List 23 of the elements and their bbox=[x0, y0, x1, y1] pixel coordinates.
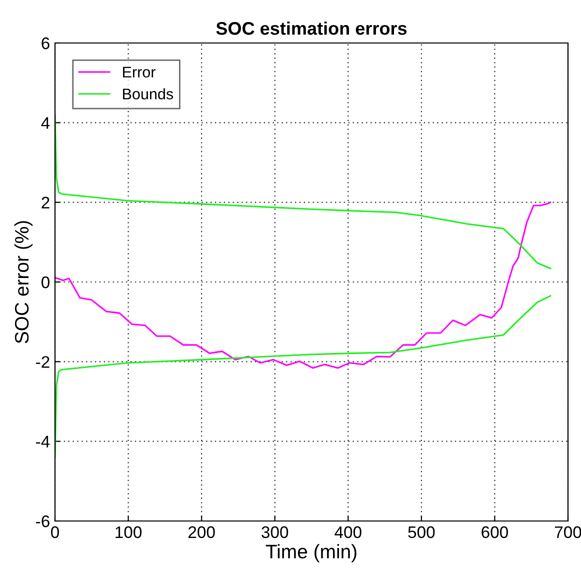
y-tick-label: 0 bbox=[42, 276, 50, 288]
y-tick-label: 6 bbox=[42, 37, 50, 50]
y-axis-title: SOC error (%) bbox=[14, 221, 33, 344]
legend-label: Bounds bbox=[123, 88, 174, 100]
x-tick-label: 400 bbox=[334, 526, 362, 538]
legend-label: Error bbox=[123, 66, 156, 78]
x-tick-label: 200 bbox=[188, 526, 215, 538]
y-tick-label: -4 bbox=[36, 436, 50, 448]
x-tick-label: 300 bbox=[262, 526, 288, 538]
line-series bbox=[55, 202, 552, 369]
x-tick-label: 600 bbox=[482, 526, 508, 538]
x-tick-label: 500 bbox=[408, 526, 435, 538]
x-tick-label: 700 bbox=[554, 526, 581, 538]
y-tick-label: 4 bbox=[41, 117, 50, 129]
x-tick-label: 0 bbox=[51, 526, 59, 538]
line-series bbox=[55, 295, 552, 458]
x-axis-title: Time (min) bbox=[266, 544, 356, 562]
y-tick-label: -2 bbox=[36, 356, 50, 368]
line-series bbox=[55, 114, 552, 270]
y-tick-label: 2 bbox=[42, 196, 50, 208]
y-tick-label: -6 bbox=[36, 515, 50, 528]
chart-title: SOC estimation errors bbox=[216, 22, 407, 35]
x-tick-label: 100 bbox=[116, 526, 142, 538]
